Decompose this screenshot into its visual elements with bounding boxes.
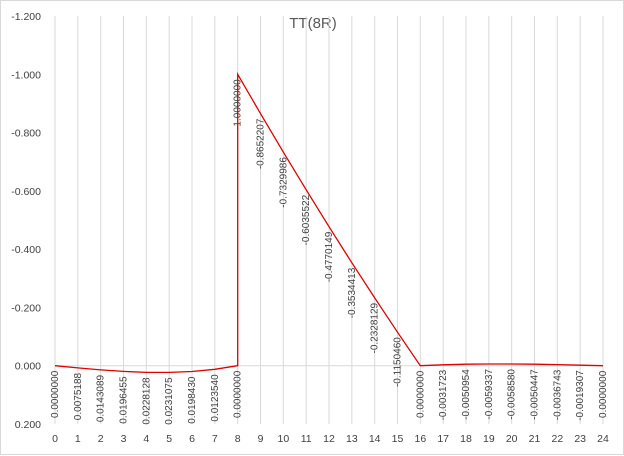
data-label: -0.8652207 — [256, 118, 267, 169]
data-label: 0.0000000 — [233, 370, 244, 418]
y-tick-label: 0.200 — [15, 419, 41, 431]
data-label: 0.0123540 — [210, 374, 221, 422]
data-label: 0.0198430 — [187, 376, 198, 424]
x-tick-label: 5 — [166, 433, 172, 445]
data-label: -0.1150460 — [393, 337, 404, 387]
data-label: -0.0050447 — [530, 369, 541, 420]
x-tick-label: 10 — [277, 433, 289, 445]
data-label: 0.0196455 — [119, 376, 130, 424]
x-tick-label: 7 — [212, 433, 218, 445]
data-label: 0.0231075 — [164, 377, 175, 425]
x-tick-label: 2 — [98, 433, 104, 445]
data-label: -0.0019307 — [575, 370, 586, 421]
data-label: -0.0036743 — [552, 369, 563, 420]
x-tick-label: 15 — [392, 433, 404, 445]
x-tick-label: 0 — [52, 433, 58, 445]
y-tick-label: -0.800 — [11, 128, 41, 140]
y-tick-label: -0.400 — [11, 244, 41, 256]
data-label: -0.7329986 — [278, 157, 289, 208]
x-tick-label: 23 — [574, 433, 586, 445]
x-tick-label: 16 — [414, 433, 426, 445]
x-tick-label: 21 — [529, 433, 541, 445]
x-tick-label: 14 — [369, 433, 381, 445]
x-tick-label: 12 — [323, 433, 335, 445]
data-label: -0.0058580 — [507, 369, 518, 420]
data-label: -0.2328129 — [370, 302, 381, 353]
data-label: -0.3534413 — [347, 267, 358, 318]
data-label: -0.0050954 — [461, 369, 472, 420]
data-label: 0.0000000 — [50, 370, 61, 418]
x-tick-label: 22 — [551, 433, 563, 445]
data-label: 0.0143089 — [96, 374, 107, 422]
y-tick-label: -0.200 — [11, 302, 41, 314]
x-tick-label: 18 — [460, 433, 472, 445]
x-tick-label: 11 — [301, 433, 312, 445]
data-label: 0.0228128 — [141, 377, 152, 425]
y-tick-label: -0.600 — [11, 186, 41, 198]
x-tick-label: 13 — [346, 433, 358, 445]
x-tick-label: 6 — [189, 433, 195, 445]
data-label: -0.6035522 — [301, 194, 312, 245]
x-tick-label: 4 — [143, 433, 149, 445]
data-label: -0.0031723 — [438, 369, 449, 420]
data-label: -0.0059337 — [484, 369, 495, 420]
x-tick-label: 20 — [506, 433, 518, 445]
y-tick-label: -1.000 — [11, 69, 41, 81]
chart-title: TT(8R) — [289, 15, 337, 32]
x-tick-label: 1 — [75, 433, 81, 445]
data-label: -1.0000000 — [233, 79, 244, 130]
x-tick-label: 17 — [437, 433, 449, 445]
x-tick-label: 8 — [235, 433, 241, 445]
x-tick-label: 3 — [121, 433, 127, 445]
data-label: -0.4770149 — [324, 231, 335, 282]
data-label: 0.0000000 — [598, 370, 609, 418]
grid-lines — [55, 16, 603, 424]
y-tick-label: -1.200 — [11, 11, 41, 23]
data-label: 0.0075188 — [73, 372, 84, 420]
x-tick-label: 9 — [258, 433, 264, 445]
x-tick-label: 19 — [483, 433, 495, 445]
data-label: 0.0000000 — [415, 370, 426, 418]
y-tick-label: 0.000 — [15, 361, 41, 373]
x-tick-label: 24 — [597, 433, 609, 445]
